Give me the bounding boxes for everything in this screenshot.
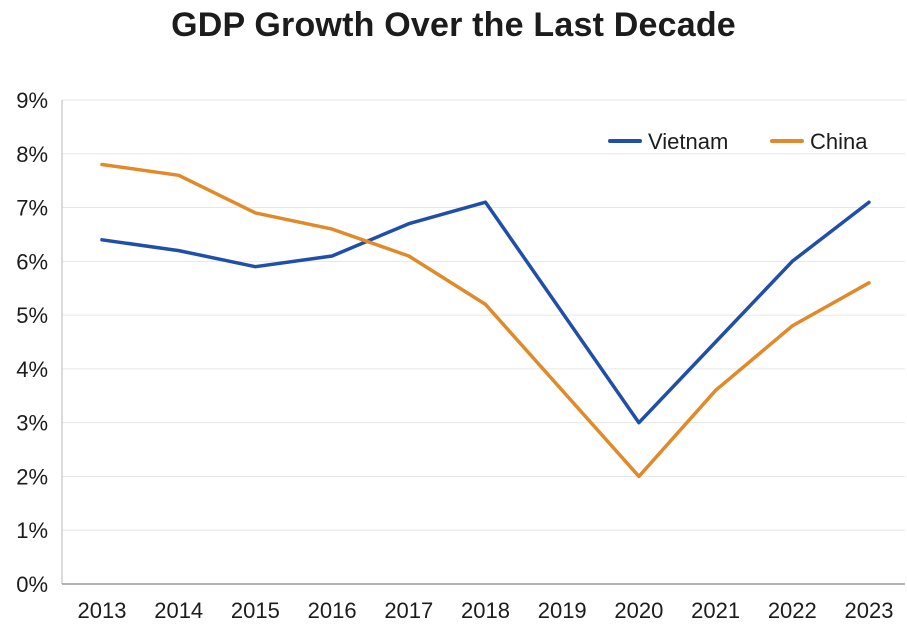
y-tick-label: 3% <box>16 411 48 436</box>
x-tick-label: 2014 <box>154 598 203 623</box>
x-tick-label: 2020 <box>614 598 663 623</box>
x-tick-label: 2018 <box>461 598 510 623</box>
x-tick-label: 2021 <box>691 598 740 623</box>
legend: Vietnam China <box>608 129 868 154</box>
y-tick-label: 4% <box>16 357 48 382</box>
series-line-china <box>100 162 871 479</box>
series-lines <box>100 162 871 479</box>
y-tick-label: 2% <box>16 464 48 489</box>
x-tick-label: 2019 <box>538 598 587 623</box>
x-tick-label: 2017 <box>384 598 433 623</box>
x-tick-label: 2013 <box>78 598 127 623</box>
x-axis-ticks: 2013 2014 2015 2016 2017 2018 2019 2020 2021 2022… <box>78 598 894 623</box>
x-tick-label: 2022 <box>768 598 817 623</box>
x-tick-label: 2023 <box>845 598 894 623</box>
y-tick-label: 6% <box>16 249 48 274</box>
series-line-vietnam <box>100 200 871 425</box>
gridlines <box>62 99 905 531</box>
y-tick-label: 9% <box>16 88 48 113</box>
x-tick-label: 2015 <box>231 598 280 623</box>
axes <box>61 100 905 585</box>
y-tick-label: 7% <box>16 196 48 221</box>
x-tick-label: 2016 <box>308 598 357 623</box>
y-axis-ticks: 0% 1% 2% 3% 4% 5% 6% 7% 8% 9% <box>16 88 48 597</box>
y-tick-label: 1% <box>16 518 48 543</box>
y-tick-label: 0% <box>16 572 48 597</box>
y-tick-label: 5% <box>16 303 48 328</box>
legend-label-vietnam: Vietnam <box>648 129 728 154</box>
legend-label-china: China <box>810 129 868 154</box>
y-tick-label: 8% <box>16 142 48 167</box>
chart-title: GDP Growth Over the Last Decade <box>171 6 736 44</box>
